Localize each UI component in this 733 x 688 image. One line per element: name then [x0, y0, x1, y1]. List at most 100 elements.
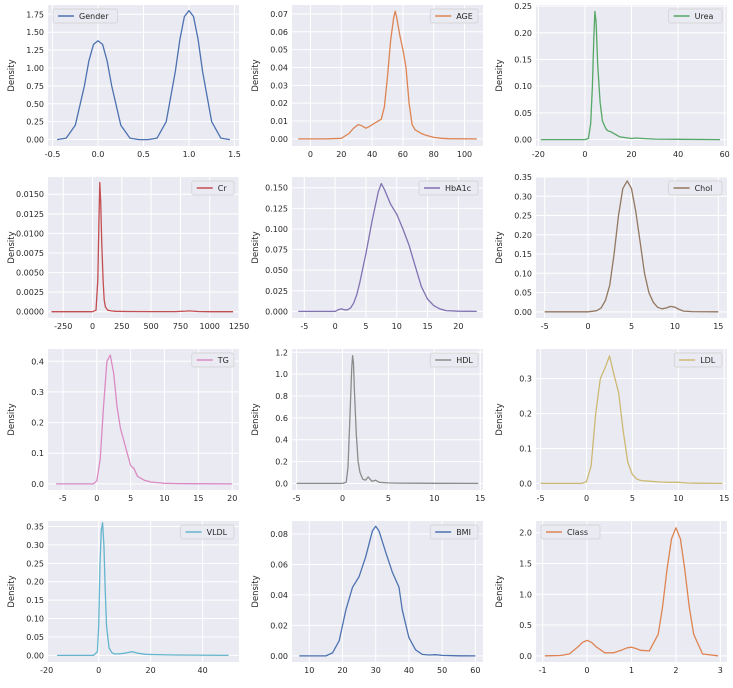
density-curve-bmi [299, 525, 476, 657]
legend-label: BMI [456, 528, 471, 537]
plot-area [48, 349, 239, 490]
legend-box [673, 352, 723, 368]
y-tick-label: 1.25 [26, 46, 44, 55]
y-tick-label: 0.50 [26, 100, 44, 109]
y-tick-label: 0.6 [275, 414, 288, 423]
y-tick-label: 1.75 [26, 10, 44, 19]
x-tick-label: 20 [336, 150, 346, 159]
x-tick-label: 1 [629, 666, 634, 675]
density-curve-cr [51, 181, 234, 313]
density-panel-hba1c: -5 0 5 10 15 20 0.000 0.025 0.050 0.075 0.100 0.125… [251, 177, 483, 331]
density-curve-hba1c [298, 182, 477, 313]
x-tick-label: 0 [586, 322, 591, 331]
y-tick-label: 0.00 [270, 652, 288, 661]
legend-box [540, 524, 601, 540]
x-tick-label: 0 [94, 494, 99, 503]
y-tick-label: 1.50 [26, 28, 44, 37]
x-tick-label: 0 [90, 322, 95, 331]
x-tick-label: 40 [673, 150, 683, 159]
density-panel-chol: -5 0 5 10 15 0.00 0.05 0.10 0.15 0.20 0.25 0.30 0.35… [495, 173, 727, 331]
density-curve-chol [544, 180, 719, 313]
x-tick-label: 50 [437, 666, 447, 675]
legend-box [418, 180, 479, 196]
legend-box [668, 8, 723, 24]
y-tick-label: 0.06 [270, 560, 288, 569]
legend-box [429, 8, 479, 24]
y-tick-label: 0.20 [26, 578, 44, 587]
y-tick-label: 0.00 [26, 651, 44, 660]
legend-label: Class [567, 528, 588, 537]
y-tick-label: 0.0075 [16, 249, 44, 258]
x-tick-label: 2 [673, 666, 678, 675]
y-tick-label: 0.15 [26, 596, 44, 605]
y-tick-label: 0.35 [514, 173, 532, 182]
density-panel-urea: -20 0 20 40 60 0.00 0.05 0.10 0.15 0.20 0.25 Densit… [495, 2, 730, 159]
y-tick-label: 0.0050 [16, 269, 44, 278]
y-tick-label: 0.02 [270, 621, 288, 630]
x-tick-label: 1.5 [228, 150, 241, 159]
y-tick-label: 1.0 [519, 590, 532, 599]
y-tick-label: 0.00 [514, 136, 532, 145]
legend-box [668, 180, 723, 196]
x-tick-label: -250 [54, 322, 72, 331]
x-tick-label: 0 [333, 322, 338, 331]
density-curve-urea [540, 10, 721, 141]
y-tick-label: 1.00 [26, 64, 44, 73]
x-tick-label: 5 [363, 322, 368, 331]
y-tick-label: 0.000 [265, 307, 288, 316]
x-tick-label: 10 [670, 322, 680, 331]
density-curve-gender [56, 10, 231, 141]
x-tick-label: 30 [371, 666, 381, 675]
y-axis-label: Density [251, 59, 261, 91]
y-tick-label: 0.05 [514, 289, 532, 298]
x-tick-label: -5 [59, 494, 67, 503]
y-tick-label: 0.8 [275, 392, 288, 401]
y-tick-label: 0.00 [26, 136, 44, 145]
y-tick-label: 0.01 [270, 117, 288, 126]
x-tick-label: 20 [146, 666, 156, 675]
y-tick-label: 0.15 [514, 55, 532, 64]
y-tick-label: 0.20 [514, 231, 532, 240]
y-tick-label: 0.0100 [16, 229, 44, 238]
legend-box [429, 524, 479, 540]
legend-label: Urea [695, 12, 714, 21]
y-tick-label: 0.4 [275, 436, 288, 445]
y-tick-label: 0.10 [514, 82, 532, 91]
x-tick-label: 15 [475, 494, 485, 503]
plot-area [48, 177, 239, 318]
y-tick-label: 0.0150 [16, 190, 44, 199]
y-tick-label: 1.0 [275, 370, 288, 379]
y-tick-label: 0.075 [265, 246, 288, 255]
y-tick-label: 0.4 [31, 357, 44, 366]
legend-box [180, 524, 235, 540]
y-tick-label: 0.125 [265, 204, 288, 213]
legend: Gender [52, 8, 118, 24]
density-panel-age: 0 20 40 60 80 100 0.00 0.01 0.02 0.03 0.04 0.05 0.06… [251, 5, 483, 159]
y-tick-label: 0.30 [514, 192, 532, 201]
x-tick-label: 0 [340, 494, 345, 503]
x-tick-label: 750 [173, 322, 188, 331]
y-tick-label: 0.05 [26, 633, 44, 642]
x-tick-label: 1000 [200, 322, 220, 331]
legend-label: HDL [456, 356, 473, 365]
legend-label: HbA1c [445, 184, 471, 193]
legend: BMI [429, 524, 479, 540]
y-tick-label: 0.0 [519, 652, 532, 661]
density-curve-tg [56, 354, 233, 485]
y-tick-label: 0.02 [270, 99, 288, 108]
legend: Chol [668, 180, 723, 196]
y-tick-label: 0.5 [519, 621, 532, 630]
y-tick-label: 0.0125 [16, 210, 44, 219]
x-tick-label: 40 [367, 150, 377, 159]
x-tick-label: -5 [300, 322, 308, 331]
y-tick-label: 0.03 [270, 81, 288, 90]
x-tick-label: 60 [470, 666, 480, 675]
x-tick-label: -5 [293, 494, 301, 503]
y-axis-label: Density [7, 59, 17, 91]
x-tick-label: 5 [629, 322, 634, 331]
x-tick-label: 80 [429, 150, 439, 159]
x-tick-label: 0.5 [137, 150, 150, 159]
legend-label: VLDL [207, 528, 228, 537]
x-tick-label: 500 [143, 322, 158, 331]
x-tick-label: 10 [159, 494, 169, 503]
